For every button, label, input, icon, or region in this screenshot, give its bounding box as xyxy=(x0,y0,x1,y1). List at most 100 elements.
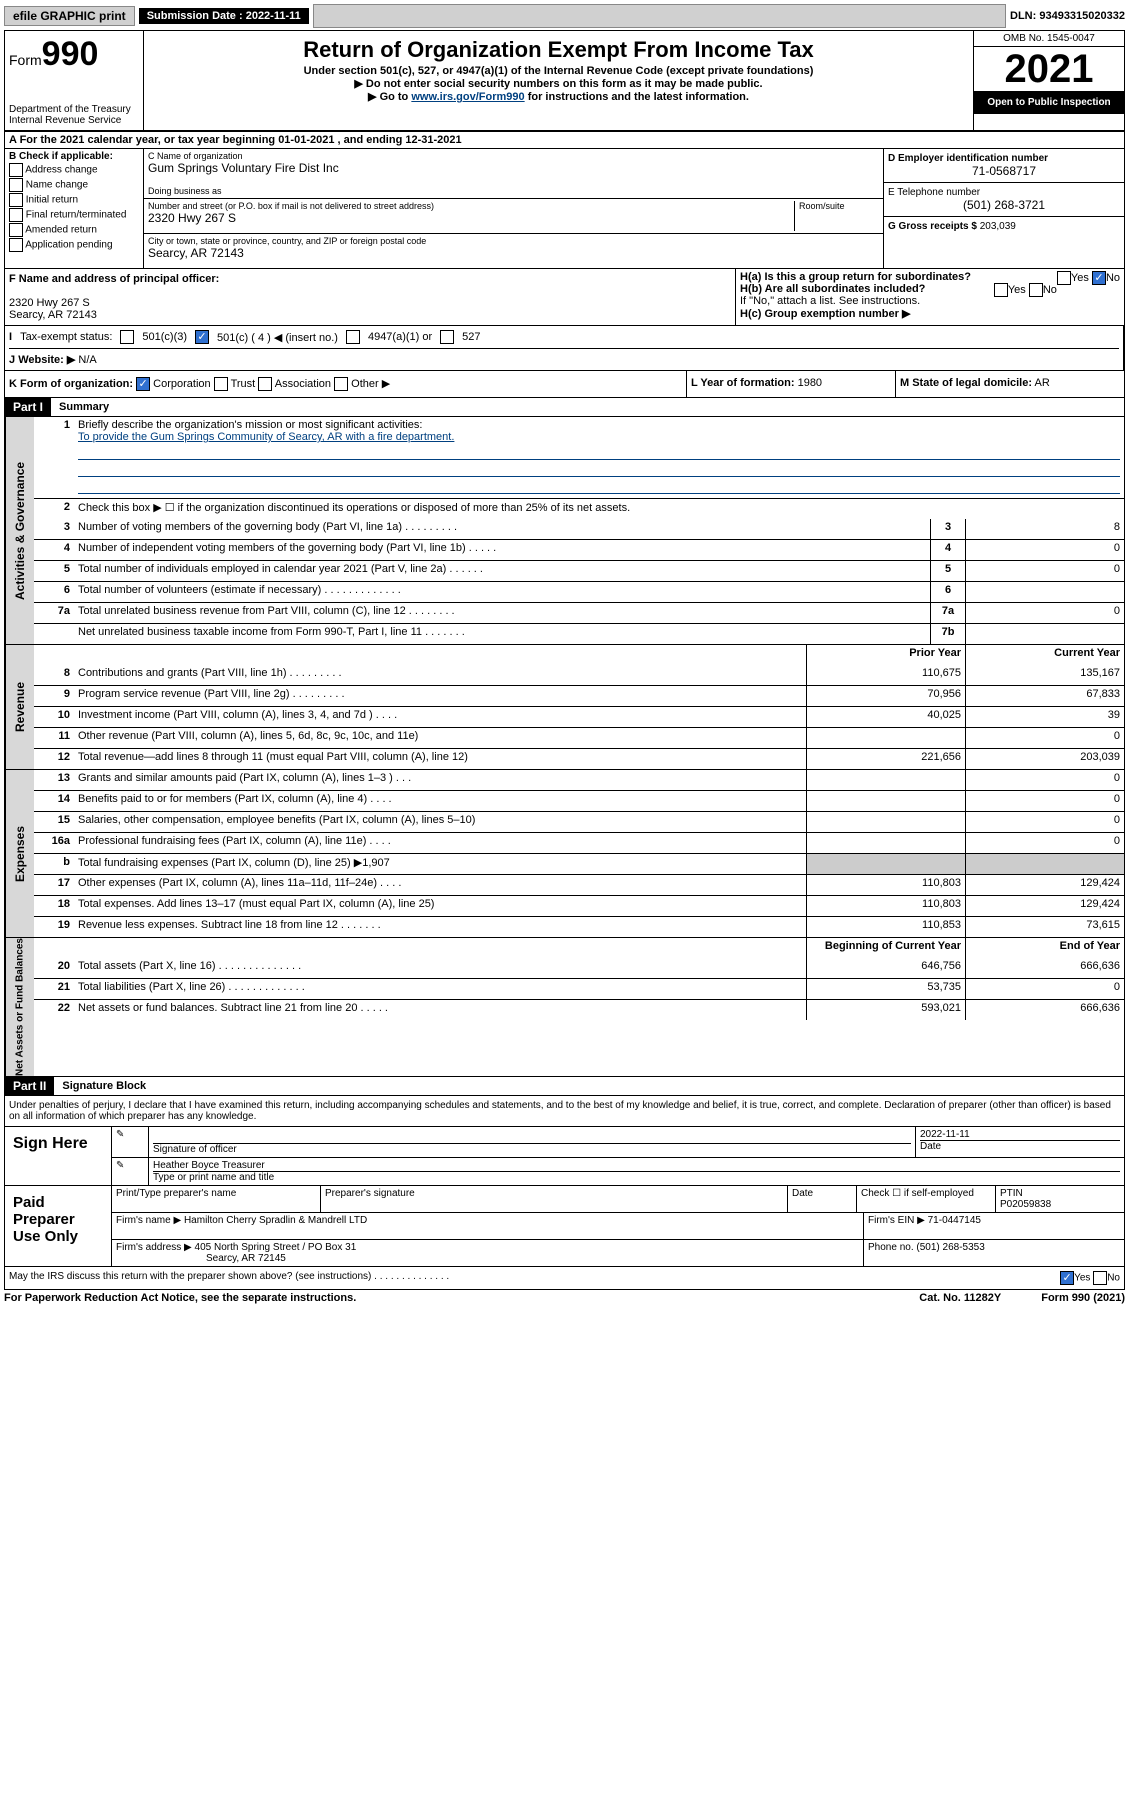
cat-number: Cat. No. 11282Y xyxy=(919,1292,1001,1304)
summary-line: 21Total liabilities (Part X, line 26) . … xyxy=(34,978,1124,999)
irs-link[interactable]: www.irs.gov/Form990 xyxy=(411,91,524,103)
summary-line: bTotal fundraising expenses (Part IX, co… xyxy=(34,853,1124,874)
form-number: 990 xyxy=(42,35,99,73)
summary-line: 18Total expenses. Add lines 13–17 (must … xyxy=(34,895,1124,916)
instr2-pre: ▶ Go to xyxy=(368,91,411,103)
tel-value: (501) 268-3721 xyxy=(888,198,1120,212)
street-address: 2320 Hwy 267 S xyxy=(148,211,794,225)
line2-checkbox-text: Check this box ▶ ☐ if the organization d… xyxy=(74,499,1124,519)
year-formation: 1980 xyxy=(798,377,822,389)
hb-label: H(b) Are all subordinates included? xyxy=(740,283,925,295)
expenses-label: Expenses xyxy=(5,770,34,937)
gross-label: G Gross receipts $ xyxy=(888,221,977,232)
ha-yes[interactable] xyxy=(1057,271,1071,285)
officer-name-title: Heather Boyce Treasurer xyxy=(153,1160,265,1171)
info-block: B Check if applicable: Address change Na… xyxy=(4,149,1125,269)
chk-final-return[interactable]: Final return/terminated xyxy=(9,208,139,222)
officer-label: F Name and address of principal officer: xyxy=(9,273,219,285)
begin-year-header: Beginning of Current Year xyxy=(806,938,965,958)
chk-app-pending[interactable]: Application pending xyxy=(9,238,139,252)
chk-501c[interactable]: ✓ xyxy=(195,330,209,344)
mission-label: Briefly describe the organization's miss… xyxy=(78,419,422,431)
activities-section: Activities & Governance 1 Briefly descri… xyxy=(4,417,1125,645)
chk-other[interactable] xyxy=(334,377,348,391)
part2-header-row: Part II Signature Block xyxy=(4,1077,1125,1096)
part1-header-row: Part I Summary xyxy=(4,398,1125,417)
self-employed-check[interactable]: Check ☐ if self-employed xyxy=(857,1186,996,1212)
current-year-header: Current Year xyxy=(965,645,1124,665)
prep-sig-label: Preparer's signature xyxy=(321,1186,788,1212)
header-center: Return of Organization Exempt From Incom… xyxy=(144,31,973,130)
dba-label: Doing business as xyxy=(148,186,879,196)
city-state-zip: Searcy, AR 72143 xyxy=(148,246,879,260)
tax-exempt-label: Tax-exempt status: xyxy=(20,331,112,343)
chk-address-change[interactable]: Address change xyxy=(9,163,139,177)
hb-yes[interactable] xyxy=(994,283,1008,297)
summary-line: 4Number of independent voting members of… xyxy=(34,539,1124,560)
form-header: Form990 Department of the Treasury Inter… xyxy=(4,30,1125,132)
open-public-badge: Open to Public Inspection xyxy=(974,91,1124,114)
netassets-section: Net Assets or Fund Balances b Beginning … xyxy=(4,938,1125,1077)
website-label: Website: ▶ xyxy=(18,354,75,366)
state-domicile-label: M State of legal domicile: xyxy=(900,377,1032,389)
revenue-label: Revenue xyxy=(5,645,34,769)
firm-ein-label: Firm's EIN ▶ xyxy=(868,1215,925,1226)
discuss-yes[interactable]: ✓ xyxy=(1060,1271,1074,1285)
sign-here-label: Sign Here xyxy=(5,1127,112,1185)
col-b-checkboxes: B Check if applicable: Address change Na… xyxy=(5,149,144,268)
hb-no[interactable] xyxy=(1029,283,1043,297)
chk-corp[interactable]: ✓ xyxy=(136,377,150,391)
opt-trust: Trust xyxy=(231,378,256,390)
col-b-title: B Check if applicable: xyxy=(9,151,113,162)
opt-501c: 501(c) ( 4 ) ◀ (insert no.) xyxy=(217,331,338,344)
opt-corp: Corporation xyxy=(153,378,210,390)
chk-501c3[interactable] xyxy=(120,330,134,344)
discuss-text: May the IRS discuss this return with the… xyxy=(9,1271,449,1285)
end-year-header: End of Year xyxy=(965,938,1124,958)
chk-trust[interactable] xyxy=(214,377,228,391)
top-bar: efile GRAPHIC print Submission Date : 20… xyxy=(4,4,1125,28)
officer-addr2: Searcy, AR 72143 xyxy=(9,309,97,321)
summary-line: 10Investment income (Part VIII, column (… xyxy=(34,706,1124,727)
efile-print-button[interactable]: efile GRAPHIC print xyxy=(4,6,135,26)
chk-name-change[interactable]: Name change xyxy=(9,178,139,192)
summary-line: 15Salaries, other compensation, employee… xyxy=(34,811,1124,832)
firm-name-label: Firm's name ▶ xyxy=(116,1215,181,1226)
discuss-no[interactable] xyxy=(1093,1271,1107,1285)
instruction-2: ▶ Go to www.irs.gov/Form990 for instruct… xyxy=(148,90,969,103)
chk-4947[interactable] xyxy=(346,330,360,344)
opt-assoc: Association xyxy=(275,378,331,390)
col-c-org-info: C Name of organization Gum Springs Volun… xyxy=(144,149,884,268)
ein-label: D Employer identification number xyxy=(888,153,1048,164)
omb-number: OMB No. 1545-0047 xyxy=(974,31,1124,47)
hb-note: If "No," attach a list. See instructions… xyxy=(740,295,1120,307)
netassets-label: Net Assets or Fund Balances xyxy=(5,938,34,1076)
revenue-section: Revenue b Prior Year Current Year 8Contr… xyxy=(4,645,1125,770)
summary-line: 11Other revenue (Part VIII, column (A), … xyxy=(34,727,1124,748)
tax-year: 2021 xyxy=(974,47,1124,91)
summary-line: 9Program service revenue (Part VIII, lin… xyxy=(34,685,1124,706)
part1-badge: Part I xyxy=(5,398,51,416)
year-formation-label: L Year of formation: xyxy=(691,377,795,389)
sig-officer-label: Signature of officer xyxy=(153,1143,911,1155)
officer-addr1: 2320 Hwy 267 S xyxy=(9,297,90,309)
city-label: City or town, state or province, country… xyxy=(148,236,879,246)
chk-initial-return[interactable]: Initial return xyxy=(9,193,139,207)
form-label: Form xyxy=(9,52,42,68)
summary-line: 14Benefits paid to or for members (Part … xyxy=(34,790,1124,811)
firm-addr-label: Firm's address ▶ xyxy=(116,1242,192,1253)
signature-block: Under penalties of perjury, I declare th… xyxy=(4,1096,1125,1290)
part1-title: Summary xyxy=(51,399,117,415)
ha-no[interactable]: ✓ xyxy=(1092,271,1106,285)
chk-527[interactable] xyxy=(440,330,454,344)
col-d-ein: D Employer identification number 71-0568… xyxy=(884,149,1124,268)
ha-label: H(a) Is this a group return for subordin… xyxy=(740,271,971,283)
room-label: Room/suite xyxy=(799,201,879,211)
dln-number: DLN: 93493315020332 xyxy=(1010,10,1125,22)
penalty-text: Under penalties of perjury, I declare th… xyxy=(5,1096,1124,1126)
chk-assoc[interactable] xyxy=(258,377,272,391)
instruction-1: ▶ Do not enter social security numbers o… xyxy=(148,77,969,90)
firm-addr2: Searcy, AR 72145 xyxy=(206,1253,286,1264)
row-k: K Form of organization: ✓ Corporation Tr… xyxy=(4,371,1125,398)
chk-amended[interactable]: Amended return xyxy=(9,223,139,237)
